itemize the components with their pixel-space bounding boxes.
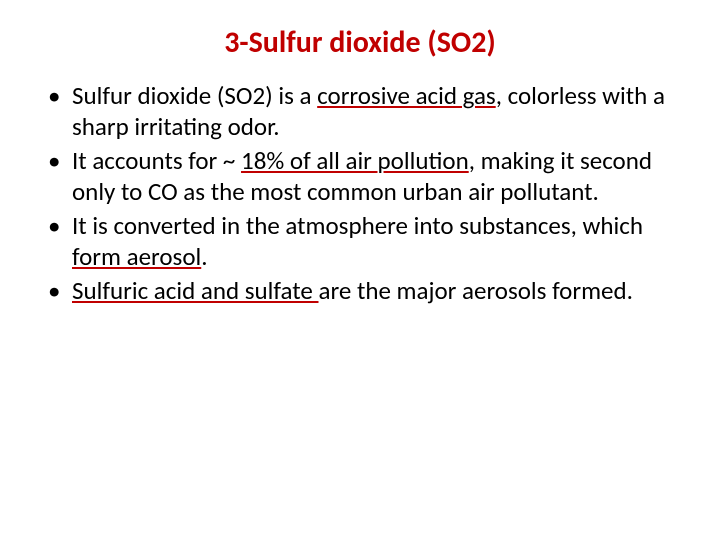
body-text: are the major aerosols formed. (319, 275, 633, 306)
highlight-text: 18% of all air pollution (241, 145, 469, 176)
body-text: Sulfur dioxide (SO2) is a (72, 80, 317, 111)
list-item: It accounts for ~ 18% of all air polluti… (48, 146, 682, 207)
slide: 3-Sulfur dioxide (SO2) Sulfur dioxide (S… (0, 0, 720, 540)
list-item: It is converted in the atmosphere into s… (48, 211, 682, 272)
highlight-text: corrosive acid gas (317, 80, 496, 111)
list-item: Sulfur dioxide (SO2) is a corrosive acid… (48, 81, 682, 142)
body-text: . (201, 241, 207, 272)
body-text: It is converted in the atmosphere into s… (72, 210, 643, 241)
bullet-list: Sulfur dioxide (SO2) is a corrosive acid… (38, 81, 682, 307)
highlight-text: form aerosol (72, 241, 201, 272)
highlight-text: Sulfuric acid and sulfate (72, 275, 319, 306)
slide-title: 3-Sulfur dioxide (SO2) (38, 24, 682, 61)
body-text: It accounts for ~ (72, 145, 241, 176)
list-item: Sulfuric acid and sulfate are the major … (48, 276, 682, 307)
